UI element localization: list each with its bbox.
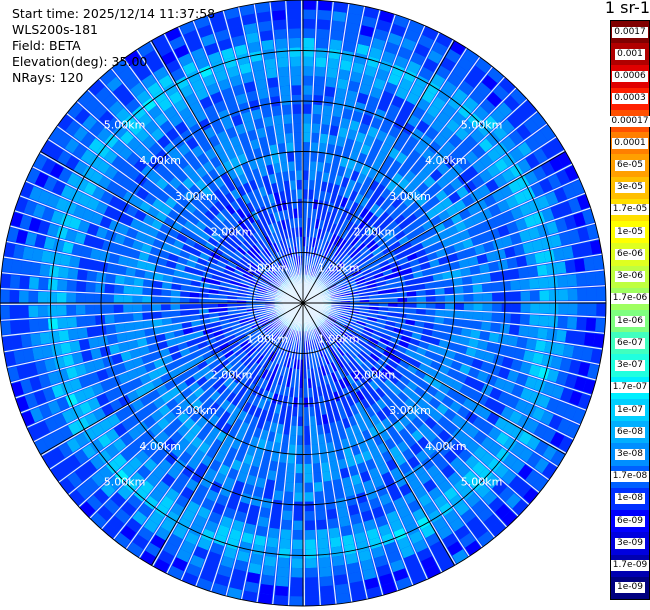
ppi-plot: 1.00km 1.00km 1.00km 1.00km 2.00km 2.00km 2.00… [0, 0, 607, 607]
colorbar-cell: 0.0017 [611, 21, 649, 44]
colorbar-tick-label: 6e-06 [615, 248, 645, 260]
colorbar-cell: 1.7e-07 [610, 376, 650, 399]
range-ring-label: 5.00km [461, 476, 503, 489]
colorbar-cell: 3e-09 [611, 532, 649, 555]
colorbar-tick-label: 6e-08 [615, 426, 645, 438]
colorbar-tick-label: 0.0006 [612, 71, 648, 83]
colorbar-cell: 0.0006 [611, 65, 649, 88]
range-ring-label: 5.00km [104, 119, 146, 132]
colorbar-cell: 1e-06 [611, 310, 649, 333]
colorbar-tick-label: 3e-09 [615, 537, 645, 549]
colorbar-cell: 0.001 [611, 43, 649, 66]
colorbar-cell: 1.7e-06 [610, 287, 650, 310]
colorbar-tick-label: 6e-09 [615, 515, 645, 527]
colorbar-tick-label: 3e-08 [615, 448, 645, 460]
colorbar-tick-label: 3e-06 [615, 271, 645, 283]
colorbar-cell: 6e-05 [611, 154, 649, 177]
colorbar-tick-label: 0.00017 [609, 115, 650, 127]
azimuth-spoke [302, 302, 566, 455]
range-ring-label: 2.00km [354, 226, 396, 239]
elevation-text: Elevation(deg): 35.00 [12, 54, 148, 69]
instrument-text: WLS200s-181 [12, 22, 98, 37]
colorbar-cell: 1.7e-05 [610, 198, 650, 222]
colorbar-cell: 3e-07 [611, 354, 649, 377]
range-ring-label: 2.00km [211, 226, 253, 239]
range-ring-label: 3.00km [175, 190, 217, 203]
colorbar-tick-label: 1e-06 [615, 315, 645, 327]
colorbar-cell: 1.7e-08 [610, 465, 650, 488]
colorbar-cell: 3e-08 [611, 443, 649, 466]
colorbar-tick-label: 3e-05 [615, 182, 645, 194]
colorbar-cell: 6e-09 [611, 510, 649, 533]
azimuth-spoke [40, 302, 304, 455]
colorbar-tick-label: 1.7e-05 [610, 204, 650, 216]
colorbar-title: m-1 sr-1 [606, 0, 650, 17]
colorbar-tick-label: 1.7e-09 [610, 560, 650, 572]
range-ring-label: 1.00km [318, 261, 360, 274]
colorbar-cell: 0.00017 [609, 109, 650, 133]
colorbar-cell: 1e-08 [611, 487, 649, 511]
range-ring-label: 3.00km [389, 190, 431, 203]
range-ring-label: 4.00km [139, 154, 181, 167]
colorbar-tick-label: 3e-07 [615, 360, 645, 372]
colorbar-cell: 1e-05 [611, 221, 649, 244]
colorbar-tick-label: 1.7e-07 [610, 382, 650, 394]
colorbar-tick-label: 0.001 [615, 48, 645, 60]
start-time-text: Start time: 2025/12/14 11:37:58 [12, 6, 216, 21]
range-rings [0, 0, 607, 607]
range-labels: 1.00km 1.00km 1.00km 1.00km 2.00km 2.00km 2.00… [104, 119, 503, 489]
colorbar: 0.0017 0.001 0.0006 0.0003 0.00017 0.0001 6e-0… [609, 20, 650, 600]
azimuth-spoke [40, 151, 304, 304]
colorbar-tick-label: 6e-05 [615, 159, 645, 171]
colorbar-tick-label: 1e-08 [615, 493, 645, 505]
colorbar-tick-label: 0.0003 [612, 93, 648, 105]
range-ring-label: 5.00km [461, 119, 503, 132]
colorbar-cell: 3e-05 [611, 176, 649, 199]
azimuth-spoke [302, 302, 455, 566]
colorbar-cell: 1e-07 [611, 398, 649, 422]
range-ring-label: 1.00km [247, 333, 289, 346]
range-ring-label: 4.00km [425, 154, 467, 167]
range-ring-label: 4.00km [139, 440, 181, 453]
azimuth-spoke [302, 40, 455, 304]
range-ring-label: 2.00km [354, 368, 396, 381]
colorbar-cell: 3e-06 [611, 265, 649, 288]
colorbar-cell: 6e-06 [611, 243, 649, 266]
field-text: Field: BETA [12, 38, 81, 53]
colorbar-tick-label: 1.7e-06 [610, 293, 650, 305]
azimuth-spoke [151, 302, 304, 566]
colorbar-tick-label: 0.0001 [612, 137, 648, 149]
range-ring-label: 3.00km [175, 404, 217, 417]
colorbar-tick-label: 1e-05 [615, 226, 645, 238]
colorbar-tick-label: 1.7e-08 [610, 471, 650, 483]
colorbar-cell: 6e-08 [611, 421, 649, 444]
azimuth-spoke [302, 151, 566, 304]
nrays-text: NRays: 120 [12, 70, 84, 85]
range-ring-label: 4.00km [425, 440, 467, 453]
colorbar-tick-label: 0.0017 [612, 26, 648, 38]
colorbar-cell: 1.7e-09 [610, 554, 650, 577]
colorbar-cell: 1e-09 [611, 576, 649, 599]
range-ring-label: 2.00km [211, 368, 253, 381]
range-ring-label: 1.00km [318, 333, 360, 346]
colorbar-cell: 6e-07 [611, 332, 649, 355]
range-ring-label: 1.00km [247, 261, 289, 274]
colorbar-tick-label: 6e-07 [615, 337, 645, 349]
colorbar-cell: 0.0001 [611, 132, 649, 155]
azimuth-spoke [151, 40, 304, 304]
colorbar-tick-label: 1e-07 [615, 404, 645, 416]
range-ring-label: 3.00km [389, 404, 431, 417]
colorbar-cell: 0.0003 [611, 87, 649, 110]
range-ring-label: 5.00km [104, 476, 146, 489]
colorbar-tick-label: 1e-09 [615, 582, 645, 594]
